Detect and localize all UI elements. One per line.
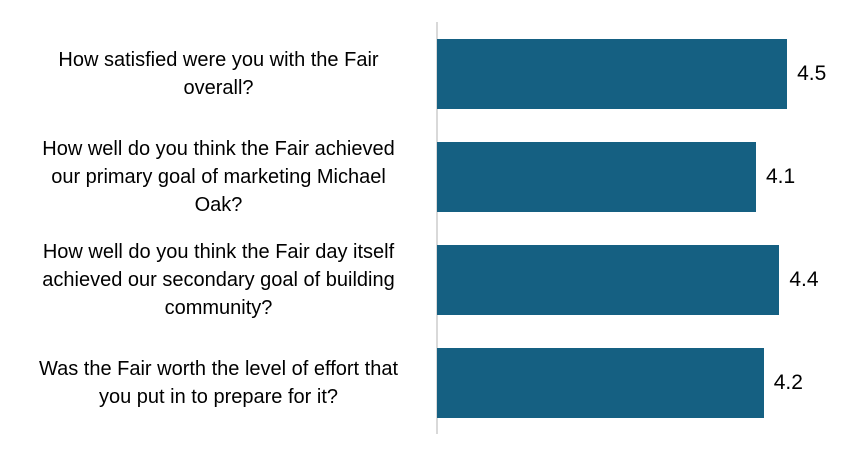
- category-label: Was the Fair worth the level of effort t…: [38, 357, 399, 408]
- chart-rows: How satisfied were you with the Fair ove…: [0, 22, 847, 434]
- chart-row: Was the Fair worth the level of effort t…: [0, 331, 847, 434]
- bar: [437, 244, 780, 315]
- data-label: 4.2: [773, 370, 803, 394]
- chart-row: How well do you think the Fair day itsel…: [0, 228, 847, 331]
- data-label: 4.5: [797, 61, 827, 85]
- data-label: 4.4: [789, 267, 819, 291]
- bar-area: 4.1: [437, 141, 847, 212]
- bar: [437, 347, 764, 418]
- y-axis-line: [436, 22, 438, 434]
- bar: [437, 141, 756, 212]
- bar-area: 4.2: [437, 347, 847, 418]
- bar: [437, 38, 788, 109]
- bar-area: 4.4: [437, 244, 847, 315]
- chart-row: How well do you think the Fair achieved …: [0, 125, 847, 228]
- bar-area: 4.5: [437, 38, 847, 109]
- data-label: 4.1: [765, 164, 796, 188]
- category-label: How well do you think the Fair day itsel…: [42, 240, 395, 319]
- chart-row: How satisfied were you with the Fair ove…: [0, 22, 847, 125]
- category-label: How well do you think the Fair achieved …: [42, 137, 395, 216]
- category-label: How satisfied were you with the Fair ove…: [58, 48, 379, 99]
